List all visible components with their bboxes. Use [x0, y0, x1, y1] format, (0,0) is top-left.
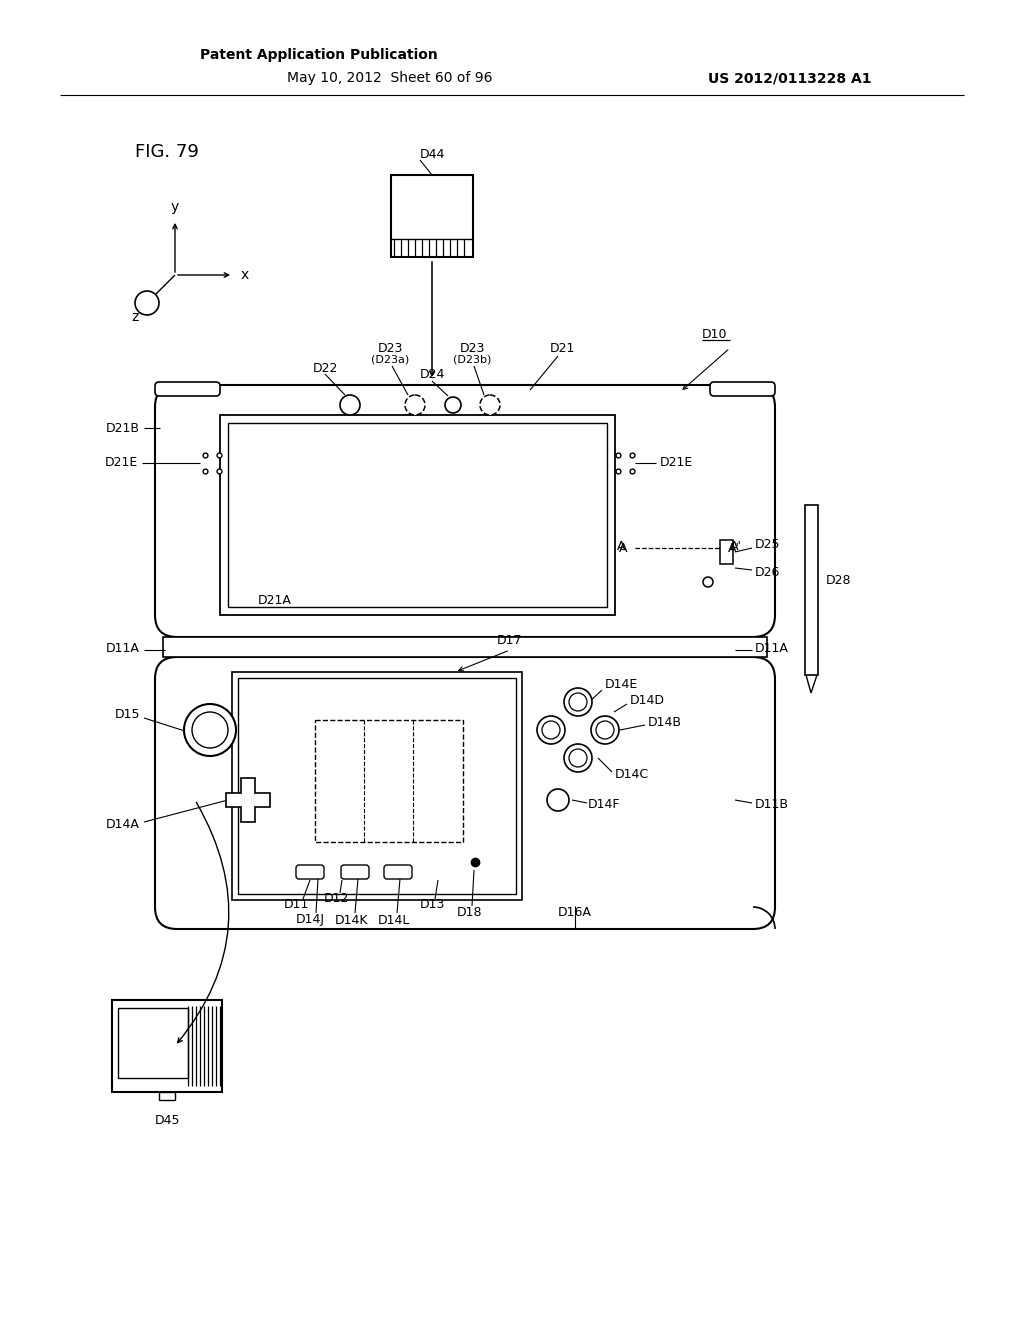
FancyBboxPatch shape — [710, 381, 775, 396]
FancyBboxPatch shape — [155, 381, 220, 396]
Circle shape — [184, 704, 236, 756]
FancyArrowPatch shape — [178, 803, 228, 1043]
Bar — [228, 422, 607, 607]
Circle shape — [569, 748, 587, 767]
Text: D14K: D14K — [334, 913, 368, 927]
FancyBboxPatch shape — [384, 865, 412, 879]
Circle shape — [135, 290, 159, 315]
Text: D10: D10 — [702, 329, 727, 342]
Circle shape — [537, 715, 565, 744]
Text: A: A — [618, 541, 627, 554]
FancyBboxPatch shape — [155, 385, 775, 638]
Circle shape — [591, 715, 618, 744]
Text: D14L: D14L — [378, 913, 411, 927]
Text: D14F: D14F — [588, 799, 621, 812]
Bar — [315, 719, 463, 842]
Circle shape — [340, 395, 360, 414]
FancyBboxPatch shape — [341, 865, 369, 879]
Bar — [118, 1008, 188, 1078]
Bar — [112, 1001, 222, 1092]
Text: FIG. 79: FIG. 79 — [135, 143, 199, 161]
Text: D26: D26 — [755, 566, 780, 579]
Text: A': A' — [728, 541, 740, 554]
Circle shape — [193, 711, 228, 748]
Text: ⊗: ⊗ — [141, 296, 153, 310]
Text: D14J: D14J — [296, 913, 325, 927]
Text: D14A: D14A — [106, 818, 140, 832]
Text: D17: D17 — [498, 634, 522, 647]
Text: D23: D23 — [460, 342, 484, 355]
Text: D15: D15 — [115, 709, 140, 722]
Text: D11A: D11A — [106, 642, 140, 655]
FancyBboxPatch shape — [155, 657, 775, 929]
Text: D11: D11 — [284, 899, 308, 912]
Text: D45: D45 — [155, 1114, 180, 1126]
Circle shape — [480, 395, 500, 414]
Text: D25: D25 — [755, 539, 780, 552]
Text: A: A — [616, 540, 625, 553]
Bar — [159, 1092, 175, 1100]
Text: D23: D23 — [377, 342, 402, 355]
Text: D11A: D11A — [755, 642, 788, 655]
Text: D12: D12 — [324, 891, 349, 904]
Bar — [805, 506, 818, 675]
Circle shape — [445, 397, 461, 413]
Text: (D23b): (D23b) — [453, 355, 492, 366]
Text: D22: D22 — [312, 362, 338, 375]
Text: D14D: D14D — [630, 693, 665, 706]
Text: A': A' — [730, 540, 742, 553]
Text: US 2012/0113228 A1: US 2012/0113228 A1 — [709, 71, 871, 84]
Text: D13: D13 — [419, 899, 444, 912]
Circle shape — [596, 721, 614, 739]
Text: D24: D24 — [419, 368, 444, 381]
Circle shape — [564, 688, 592, 715]
Bar — [391, 176, 473, 257]
Circle shape — [406, 395, 425, 414]
Text: z: z — [131, 310, 138, 323]
Text: D21E: D21E — [660, 457, 693, 470]
Bar — [163, 638, 767, 657]
Circle shape — [547, 789, 569, 810]
Bar — [720, 540, 733, 564]
Text: D14E: D14E — [605, 678, 638, 692]
Text: D14B: D14B — [648, 715, 682, 729]
Text: D21: D21 — [549, 342, 574, 355]
Text: Patent Application Publication: Patent Application Publication — [200, 48, 437, 62]
Text: x: x — [241, 268, 249, 282]
Text: D18: D18 — [458, 906, 482, 919]
Circle shape — [564, 744, 592, 772]
Bar — [220, 414, 615, 615]
Text: y: y — [171, 201, 179, 214]
Circle shape — [569, 693, 587, 711]
Text: D11B: D11B — [755, 799, 790, 812]
Text: D16A: D16A — [558, 906, 592, 919]
Text: D21E: D21E — [104, 457, 138, 470]
Text: D44: D44 — [419, 148, 444, 161]
Text: D21B: D21B — [106, 421, 140, 434]
Bar — [238, 678, 516, 894]
Text: D14C: D14C — [615, 768, 649, 781]
Bar — [232, 672, 522, 900]
Text: (D23a): (D23a) — [371, 355, 410, 366]
Text: D28: D28 — [826, 573, 852, 586]
FancyBboxPatch shape — [296, 865, 324, 879]
Circle shape — [703, 577, 713, 587]
Text: D21A: D21A — [258, 594, 292, 606]
Polygon shape — [226, 777, 270, 822]
Circle shape — [542, 721, 560, 739]
Text: May 10, 2012  Sheet 60 of 96: May 10, 2012 Sheet 60 of 96 — [288, 71, 493, 84]
